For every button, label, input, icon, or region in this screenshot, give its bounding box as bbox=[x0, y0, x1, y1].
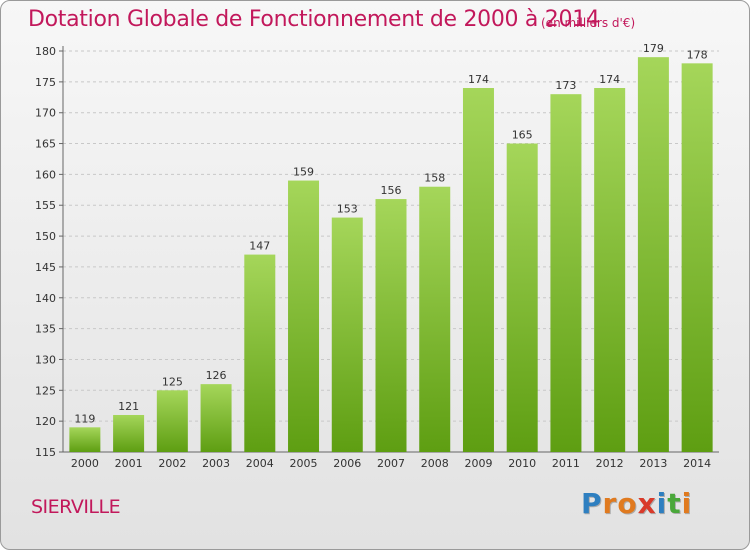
proxiti-logo: Proxiti bbox=[581, 487, 692, 520]
bar-2007 bbox=[375, 199, 407, 452]
x-tick-label: 2000 bbox=[71, 457, 99, 470]
x-tick-label: 2008 bbox=[421, 457, 449, 470]
y-tick-label: 160 bbox=[35, 168, 56, 181]
y-tick-label: 130 bbox=[35, 353, 56, 366]
unit-note: (en milliers d'€) bbox=[541, 16, 636, 30]
value-label: 153 bbox=[337, 203, 358, 216]
value-label: 178 bbox=[687, 48, 708, 61]
bar-2010 bbox=[506, 143, 538, 453]
value-label: 121 bbox=[118, 400, 139, 413]
x-tick-label: 2012 bbox=[596, 457, 624, 470]
value-label: 125 bbox=[162, 375, 183, 388]
y-tick-label: 145 bbox=[35, 261, 56, 274]
y-tick-label: 155 bbox=[35, 199, 56, 212]
bar-2008 bbox=[419, 186, 451, 452]
value-label: 165 bbox=[512, 129, 533, 142]
y-tick-label: 120 bbox=[35, 415, 56, 428]
bar-2003 bbox=[200, 384, 232, 452]
y-tick-label: 115 bbox=[35, 446, 56, 459]
bar-2004 bbox=[244, 254, 276, 452]
value-label: 179 bbox=[643, 42, 664, 55]
x-tick-label: 2006 bbox=[333, 457, 361, 470]
bar-2002 bbox=[156, 390, 188, 452]
bar-2014 bbox=[681, 63, 713, 452]
x-tick-label: 2010 bbox=[508, 457, 536, 470]
bar-2013 bbox=[637, 57, 669, 453]
x-tick-label: 2001 bbox=[115, 457, 143, 470]
bar-2011 bbox=[550, 94, 582, 452]
y-tick-label: 135 bbox=[35, 323, 56, 336]
value-label: 174 bbox=[468, 73, 489, 86]
logo-letter: i bbox=[656, 487, 668, 520]
logo-letter: o bbox=[617, 487, 638, 520]
x-tick-label: 2003 bbox=[202, 457, 230, 470]
commune-name: SIERVILLE bbox=[31, 496, 121, 518]
bar-2001 bbox=[113, 414, 145, 452]
y-tick-label: 175 bbox=[35, 76, 56, 89]
value-label: 159 bbox=[293, 166, 314, 179]
y-tick-label: 125 bbox=[35, 384, 56, 397]
x-tick-label: 2002 bbox=[158, 457, 186, 470]
logo-letter: P bbox=[581, 487, 603, 520]
x-tick-labels: 2000 2001 2002 2003 2004 2005 2006 2007 2008 2009… bbox=[71, 457, 711, 470]
bar-2000 bbox=[69, 427, 101, 452]
value-label: 156 bbox=[381, 184, 402, 197]
x-tick-label: 2004 bbox=[246, 457, 274, 470]
x-tick-label: 2009 bbox=[464, 457, 492, 470]
value-labels: 119 121 125 126 147 159 153 156 158 174 165 173 174 1… bbox=[74, 42, 707, 425]
chart-title: Dotation Globale de Fonctionnement de 20… bbox=[28, 7, 600, 32]
x-tick-label: 2005 bbox=[290, 457, 318, 470]
bar-2005 bbox=[288, 180, 320, 453]
value-label: 119 bbox=[74, 412, 95, 425]
x-tick-label: 2011 bbox=[552, 457, 580, 470]
y-tick-label: 140 bbox=[35, 292, 56, 305]
value-label: 158 bbox=[424, 172, 445, 185]
y-tick-labels: 115 120 125 130 135 140 145 150 155 160 165 170 175 1… bbox=[35, 45, 56, 459]
logo-letter: x bbox=[637, 487, 657, 520]
value-label: 147 bbox=[249, 240, 270, 253]
logo-letter: i bbox=[681, 487, 693, 520]
bar-2006 bbox=[331, 217, 363, 452]
bar-2009 bbox=[462, 88, 494, 452]
value-label: 174 bbox=[599, 73, 620, 86]
value-label: 126 bbox=[206, 369, 227, 382]
y-tick-label: 180 bbox=[35, 45, 56, 58]
x-tick-label: 2013 bbox=[639, 457, 667, 470]
y-tick-label: 150 bbox=[35, 230, 56, 243]
bar-2012 bbox=[594, 88, 626, 452]
logo-letter: r bbox=[602, 487, 618, 520]
x-tick-label: 2007 bbox=[377, 457, 405, 470]
value-label: 173 bbox=[555, 79, 576, 92]
y-tick-label: 165 bbox=[35, 138, 56, 151]
bars bbox=[69, 57, 713, 453]
logo-letter: t bbox=[667, 487, 682, 520]
y-tick-label: 170 bbox=[35, 107, 56, 120]
x-tick-label: 2014 bbox=[683, 457, 711, 470]
